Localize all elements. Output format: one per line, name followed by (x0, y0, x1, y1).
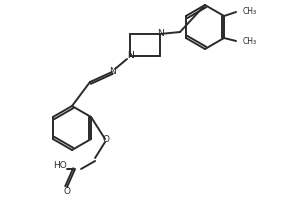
Text: N: N (109, 67, 115, 77)
Text: N: N (127, 51, 133, 61)
Text: HO: HO (53, 161, 67, 171)
Text: O: O (64, 186, 71, 196)
Text: N: N (127, 51, 133, 61)
Text: CH₃: CH₃ (243, 7, 257, 15)
Text: N: N (157, 30, 163, 38)
Text: O: O (103, 135, 109, 143)
Text: CH₃: CH₃ (243, 38, 257, 46)
